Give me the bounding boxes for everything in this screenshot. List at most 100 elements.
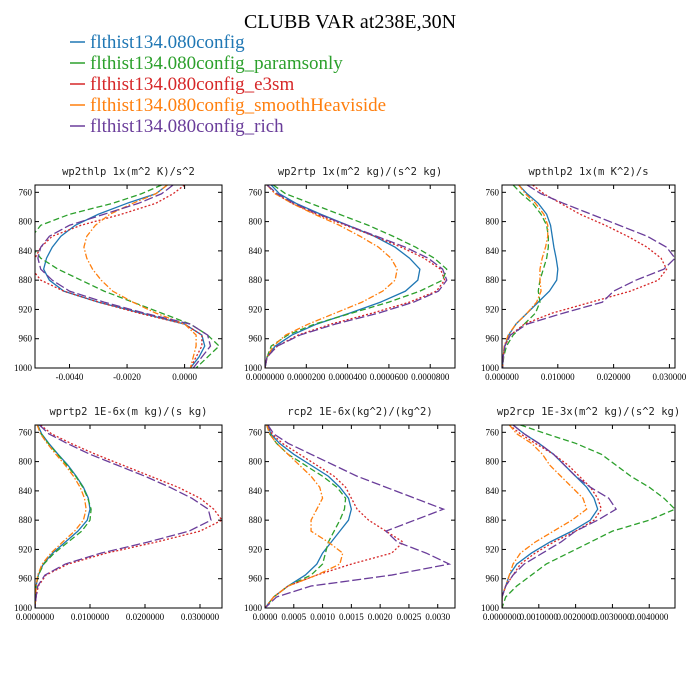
- y-tick-label: 760: [249, 187, 263, 197]
- series-group: [35, 425, 222, 608]
- series-line: [265, 425, 405, 608]
- panel-title: wpthlp2 1x(m K^2)/s: [528, 166, 648, 178]
- x-tick-label: 0.0005: [281, 612, 306, 622]
- y-tick-label: 1000: [14, 603, 33, 613]
- legend-label: flthist134.080config_rich: [90, 116, 284, 137]
- x-tick-label: 0.0010: [310, 612, 335, 622]
- plot-frame: [501, 184, 676, 369]
- y-tick-label: 1000: [14, 363, 33, 373]
- series-group: [502, 185, 675, 368]
- series-line: [42, 185, 206, 368]
- series-line: [265, 185, 421, 368]
- y-tick-label: 800: [486, 217, 500, 227]
- y-tick-label: 960: [249, 334, 263, 344]
- x-tick-label: 0.0000200: [287, 372, 326, 382]
- x-tick-label: 0.0020: [368, 612, 393, 622]
- y-tick-label: 760: [249, 427, 263, 437]
- y-tick-label: 880: [19, 275, 33, 285]
- x-tick-label: 0.0025: [397, 612, 422, 622]
- y-tick-label: 960: [19, 334, 33, 344]
- y-tick-label: 800: [486, 457, 500, 467]
- x-tick-label: 0.0010000: [520, 612, 559, 622]
- series-line: [265, 425, 452, 608]
- legend-item: flthist134.080config_e3sm: [70, 74, 294, 95]
- y-tick-label: 760: [19, 427, 33, 437]
- series-line: [502, 185, 675, 368]
- series-line: [502, 425, 588, 608]
- plot-frame: [34, 184, 223, 369]
- series-line: [35, 425, 222, 608]
- y-tick-label: 880: [19, 515, 33, 525]
- series-line: [265, 425, 347, 608]
- panel: wprtp2 1E-6x(m kg)/(s kg) 760 800 840 880 920…: [14, 406, 223, 622]
- y-tick-label: 800: [249, 457, 263, 467]
- y-tick-label: 840: [486, 486, 500, 496]
- y-tick-label: 800: [19, 457, 33, 467]
- y-tick-label: 760: [19, 187, 33, 197]
- x-tick-label: 0.0000000: [246, 372, 285, 382]
- y-tick-label: 960: [249, 574, 263, 584]
- y-tick-label: 920: [19, 304, 33, 314]
- x-tick-label: 0.0020000: [556, 612, 595, 622]
- x-tick-label: 0.010000: [541, 372, 575, 382]
- panel: wp2rtp 1x(m^2 kg)/(s^2 kg) 760 800 840 880 92…: [244, 166, 456, 382]
- y-tick-label: 800: [249, 217, 263, 227]
- series-line: [265, 185, 398, 368]
- x-tick-label: 0.0000000: [483, 612, 522, 622]
- panel: wpthlp2 1x(m K^2)/s 760 800 840 880 920 960 100…: [481, 166, 687, 382]
- series-line: [265, 185, 448, 368]
- plot-frame: [34, 424, 223, 609]
- plot-frame: [264, 184, 456, 369]
- series-line: [35, 425, 87, 608]
- x-tick-label: -0.0020: [113, 372, 141, 382]
- legend-label: flthist134.080config_smoothHeaviside: [90, 95, 386, 116]
- y-tick-label: 840: [486, 246, 500, 256]
- y-tick-label: 840: [19, 246, 33, 256]
- plot-frame: [264, 424, 456, 609]
- legend-label: flthist134.080config_paramsonly: [90, 53, 343, 74]
- y-tick-label: 800: [19, 217, 33, 227]
- series-group: [265, 425, 452, 608]
- y-tick-label: 880: [486, 515, 500, 525]
- panels: wp2thlp 1x(m^2 K)/s^2 760 800 840 880 920 960 1…: [14, 166, 687, 622]
- y-tick-label: 1000: [481, 603, 500, 613]
- series-line: [502, 425, 675, 608]
- x-tick-label: 0.0015: [339, 612, 364, 622]
- panel: wp2rcp 1E-3x(m^2 kg)/(s^2 kg) 760 800 840 88…: [481, 406, 680, 622]
- panel-title: wp2rtp 1x(m^2 kg)/(s^2 kg): [278, 166, 442, 178]
- x-tick-label: 0.0100000: [71, 612, 110, 622]
- x-tick-label: 0.0000000: [16, 612, 55, 622]
- series-line: [502, 185, 668, 368]
- series-line: [265, 185, 446, 368]
- legend: flthist134.080configflthist134.080config…: [70, 32, 386, 137]
- series-line: [265, 185, 448, 368]
- series-line: [35, 185, 221, 368]
- y-tick-label: 1000: [244, 603, 263, 613]
- y-tick-label: 840: [19, 486, 33, 496]
- y-tick-label: 920: [486, 304, 500, 314]
- series-line: [35, 425, 212, 608]
- x-tick-label: 0.0030000: [593, 612, 632, 622]
- x-tick-label: 0.030000: [653, 372, 687, 382]
- series-line: [35, 425, 92, 608]
- y-tick-label: 840: [249, 246, 263, 256]
- series-group: [502, 425, 675, 608]
- x-tick-label: 0.0000: [172, 372, 197, 382]
- panel: wp2thlp 1x(m^2 K)/s^2 760 800 840 880 920 960 1…: [14, 166, 223, 382]
- y-tick-label: 920: [19, 544, 33, 554]
- plot-frame: [501, 424, 676, 609]
- y-tick-label: 880: [249, 515, 263, 525]
- series-line: [35, 425, 91, 608]
- series-line: [35, 185, 203, 368]
- panel-title: wprtp2 1E-6x(m kg)/(s kg): [49, 406, 207, 418]
- series-line: [502, 185, 559, 368]
- y-tick-label: 960: [19, 574, 33, 584]
- series-line: [83, 185, 197, 368]
- y-tick-label: 920: [486, 544, 500, 554]
- legend-item: flthist134.080config_rich: [70, 116, 284, 137]
- figure-title: CLUBB VAR at238E,30N: [244, 11, 456, 33]
- legend-label: flthist134.080config: [90, 32, 245, 53]
- legend-item: flthist134.080config_smoothHeaviside: [70, 95, 386, 116]
- x-tick-label: 0.020000: [597, 372, 631, 382]
